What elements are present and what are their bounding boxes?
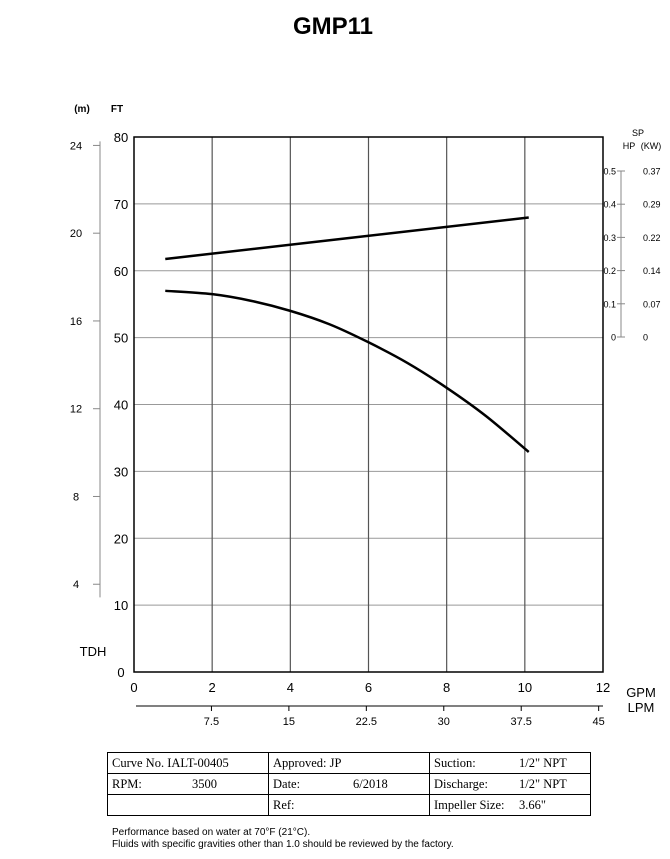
kw-tick-label: 0.22: [643, 233, 661, 243]
hp-label: HP: [623, 141, 636, 151]
x-tick-label: 10: [518, 680, 532, 695]
date-label: Date:: [273, 776, 301, 791]
kw-tick-label: 0.07: [643, 299, 661, 309]
y-tick-label: 20: [114, 531, 128, 546]
meters-tick-label: 12: [70, 404, 82, 416]
y-tick-label: 80: [114, 130, 128, 145]
y-tick-label: 50: [114, 331, 128, 346]
x-tick-label: 0: [130, 680, 137, 695]
note: Fluids with specific gravities other tha…: [112, 839, 454, 850]
hp-tick-label: 0.2: [603, 266, 616, 276]
curve-no: Curve No. IALT-00405: [107, 752, 269, 774]
hp-tick-label: 0.1: [603, 299, 616, 309]
hp-tick-label: 0: [611, 333, 616, 343]
x-tick-label: 8: [443, 680, 450, 695]
kw-tick-label: 0: [643, 333, 648, 343]
meters-tick-label: 8: [73, 491, 79, 503]
lpm-label: LPM: [628, 700, 655, 715]
discharge-value: 1/2" NPT: [519, 776, 567, 791]
suction-label: Suction:: [434, 755, 476, 770]
y-tick-label: 10: [114, 598, 128, 613]
ft-unit-label: FT: [111, 104, 123, 115]
head-curve: [165, 289, 530, 453]
info-table: Curve No. IALT-00405 Approved: JP Suctio…: [107, 752, 591, 816]
impeller-label: Impeller Size:: [434, 797, 505, 812]
rpm-label: RPM:: [112, 776, 142, 791]
tdh-label: TDH: [80, 644, 107, 659]
kw-tick-label: 0.29: [643, 200, 661, 210]
y-tick-label: 70: [114, 197, 128, 212]
meters-tick-label: 4: [73, 579, 79, 591]
hp-tick-label: 0.4: [603, 200, 616, 210]
rpm-value: 3500: [192, 776, 217, 791]
x-tick-label: 6: [365, 680, 372, 695]
sp-label: SP: [632, 128, 644, 138]
ref: Ref:: [268, 794, 430, 816]
suction-value: 1/2" NPT: [519, 755, 567, 770]
pump-curve-chart: GMP11 (m) FT TDH SP HP (KW) GPM LPM 0 10 2…: [70, 13, 662, 728]
y-tick-label: 0: [117, 665, 124, 680]
lpm-tick-label: 22.5: [356, 716, 377, 728]
x-tick-label: 2: [209, 680, 216, 695]
x-tick-label: 12: [596, 680, 610, 695]
notes: Performance based on water at 70°F (21°C…: [112, 827, 454, 851]
hp-tick-label: 0.3: [603, 233, 616, 243]
date-value: 6/2018: [353, 776, 388, 791]
power-curve: [165, 216, 529, 261]
meters-tick-label: 24: [70, 140, 82, 152]
plot-frame: [133, 136, 604, 673]
x-tick-label: 4: [287, 680, 294, 695]
note: Performance based on water at 70°F (21°C…: [112, 827, 311, 838]
lpm-tick-label: 7.5: [204, 716, 219, 728]
lpm-tick-label: 37.5: [511, 716, 532, 728]
y-tick-label: 60: [114, 264, 128, 279]
lpm-tick-label: 45: [593, 716, 605, 728]
meters-tick-label: 20: [70, 228, 82, 240]
kw-tick-label: 0.14: [643, 266, 661, 276]
kw-tick-label: 0.37: [643, 167, 661, 177]
impeller-value: 3.66": [519, 797, 546, 812]
meters-unit-label: (m): [74, 104, 90, 115]
lpm-tick-label: 15: [283, 716, 295, 728]
hp-tick-label: 0.5: [603, 167, 616, 177]
lpm-tick-label: 30: [438, 716, 450, 728]
approved: Approved: JP: [268, 752, 430, 774]
chart-title: GMP11: [293, 13, 373, 40]
y-tick-label: 40: [114, 398, 128, 413]
y-tick-label: 30: [114, 464, 128, 479]
meters-tick-label: 16: [70, 316, 82, 328]
kw-label: (KW): [641, 141, 662, 151]
discharge-label: Discharge:: [434, 776, 488, 791]
gpm-label: GPM: [626, 685, 656, 700]
